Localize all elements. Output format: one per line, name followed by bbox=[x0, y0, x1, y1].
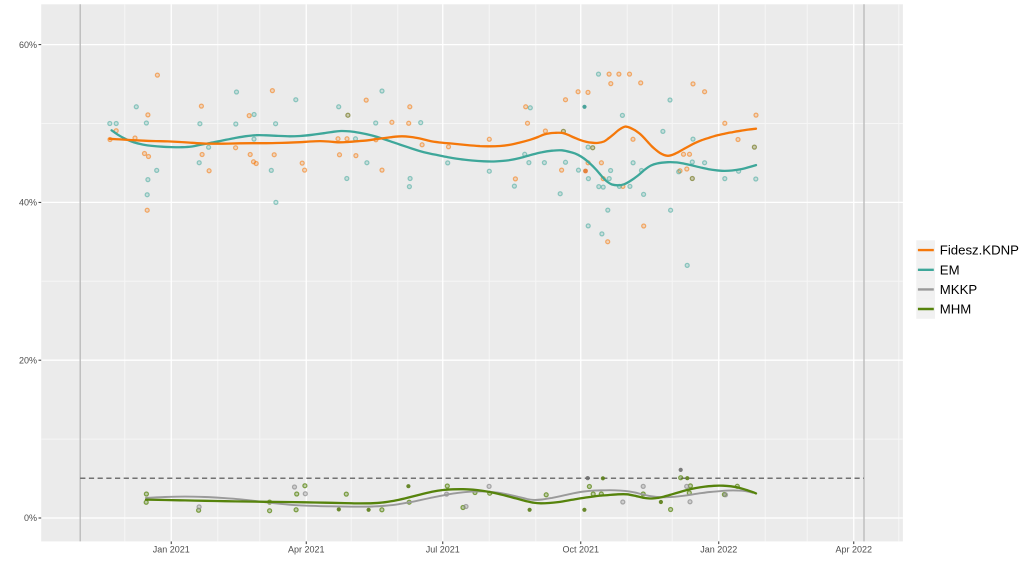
svg-text:MHM: MHM bbox=[940, 302, 972, 317]
svg-text:Apr 2021: Apr 2021 bbox=[288, 545, 325, 555]
svg-text:0%: 0% bbox=[24, 513, 37, 523]
svg-text:20%: 20% bbox=[19, 355, 37, 365]
svg-text:MKKP: MKKP bbox=[940, 282, 978, 297]
svg-text:60%: 60% bbox=[19, 40, 37, 50]
svg-text:Jan 2022: Jan 2022 bbox=[700, 545, 737, 555]
svg-text:EM: EM bbox=[940, 262, 960, 277]
svg-text:Fidesz.KDNP: Fidesz.KDNP bbox=[940, 243, 1019, 258]
svg-text:Jan 2021: Jan 2021 bbox=[153, 545, 190, 555]
svg-text:Apr 2022: Apr 2022 bbox=[835, 545, 872, 555]
svg-text:Oct 2021: Oct 2021 bbox=[562, 545, 599, 555]
svg-text:40%: 40% bbox=[19, 198, 37, 208]
svg-text:Jul 2021: Jul 2021 bbox=[426, 545, 460, 555]
